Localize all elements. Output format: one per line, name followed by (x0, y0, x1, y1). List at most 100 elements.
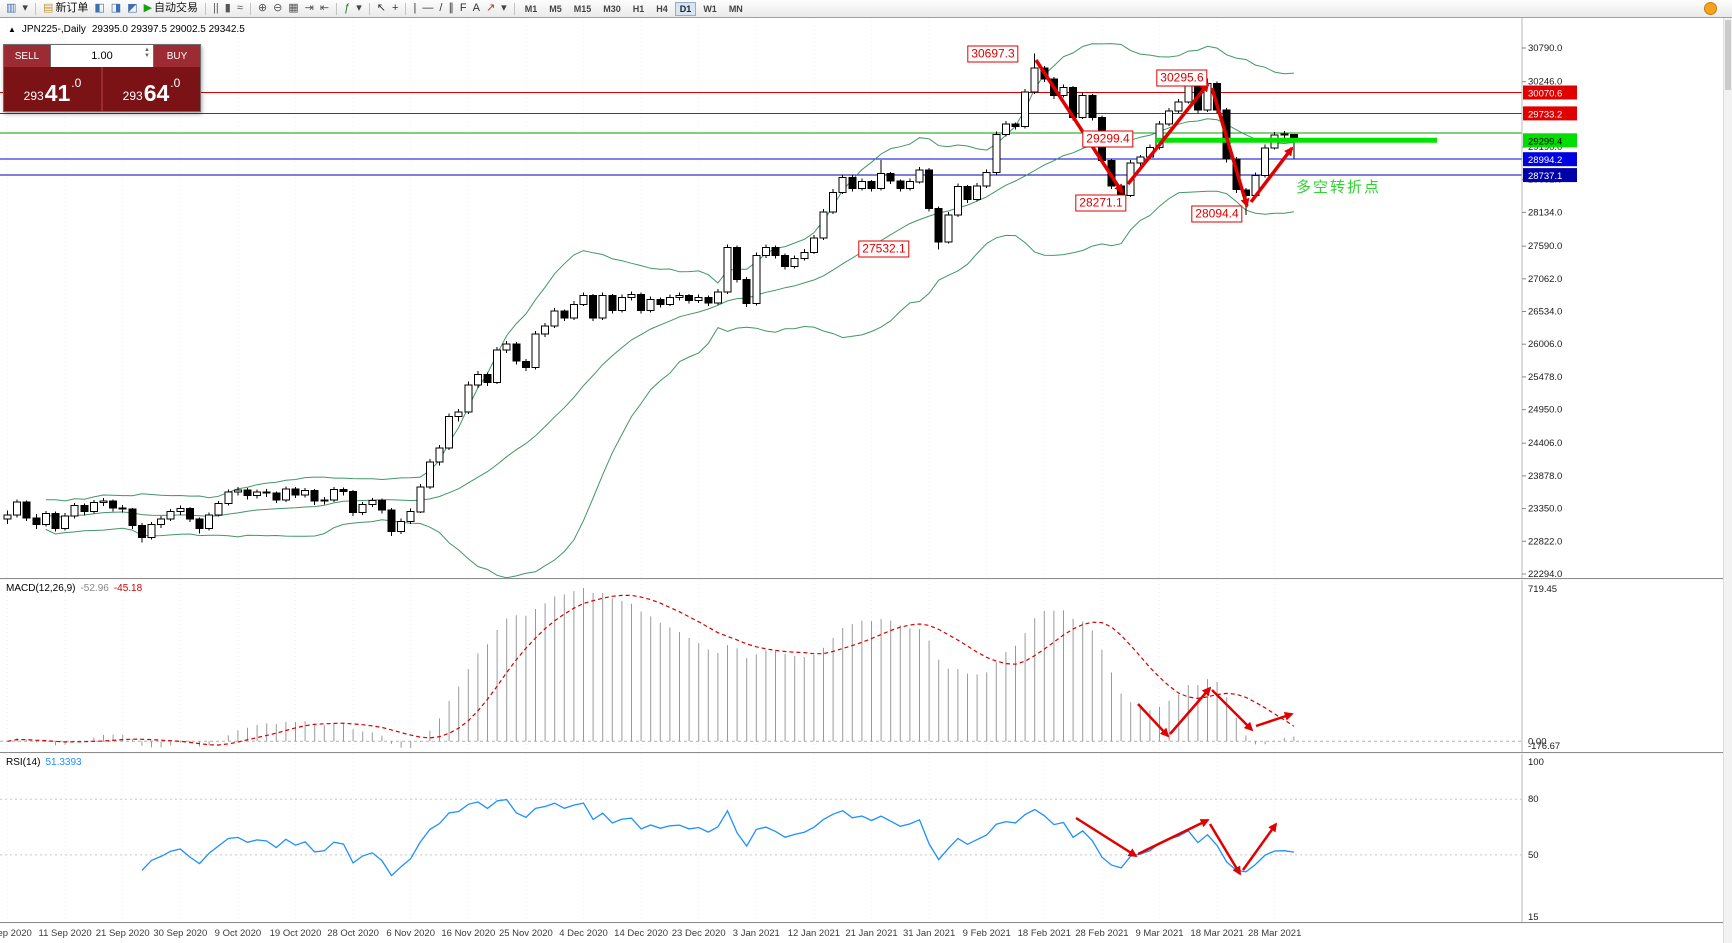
trend-arrow[interactable] (1169, 686, 1212, 735)
candle (685, 295, 694, 302)
price-annotation-label[interactable]: 30697.3 (967, 45, 1019, 63)
candle (291, 488, 300, 496)
indicators-dropdown-icon[interactable]: ▾ (356, 2, 362, 14)
macd-axis-min: -176.67 (1528, 741, 1560, 752)
price-annotation-label[interactable]: 27532.1 (858, 240, 910, 258)
trend-arrow[interactable] (1249, 146, 1294, 204)
candle (1030, 67, 1039, 93)
vertical-scrollbar[interactable] (1723, 18, 1732, 943)
chart-ohlc-values: 29395.0 29397.5 29002.5 29342.5 (91, 24, 245, 35)
trendline-icon[interactable]: / (439, 2, 443, 14)
trend-arrow[interactable] (1034, 59, 1124, 194)
volume-stepper[interactable]: ▲ ▼ (144, 47, 150, 59)
zoom-out-icon[interactable]: ⊖ (273, 2, 283, 14)
turning-point-note[interactable]: 多空转折点 (1296, 179, 1382, 196)
collapse-trade-panel-icon[interactable]: ▲ (8, 25, 16, 34)
date-label: 23 Dec 2020 (672, 928, 726, 939)
buy-button[interactable]: BUY (166, 50, 188, 62)
market-watch-icon[interactable]: ◧ (94, 2, 105, 14)
trend-arrow[interactable] (1075, 816, 1138, 858)
fibonacci-icon[interactable]: F (459, 2, 467, 14)
scrollbar-thumb[interactable] (1725, 20, 1731, 90)
notification-icon[interactable] (1704, 2, 1717, 15)
trend-arrow[interactable] (1211, 689, 1254, 732)
sell-button[interactable]: SELL (14, 50, 40, 62)
stepper-down-icon[interactable]: ▼ (144, 53, 150, 59)
candle (1155, 123, 1164, 149)
date-label: 9 Oct 2020 (215, 928, 261, 939)
timeframe-h1[interactable]: H1 (632, 3, 645, 14)
price-annotation-label[interactable]: 28094.4 (1191, 205, 1243, 223)
trend-arrow[interactable] (1255, 712, 1294, 728)
price-scale-label: 22822.0 (1528, 536, 1562, 547)
sell-price-display[interactable]: 293 41.0 (4, 67, 101, 111)
line-chart-icon[interactable]: ≈ (236, 2, 243, 14)
channel-icon[interactable]: ∥ (448, 2, 454, 14)
text-icon[interactable]: A (472, 2, 480, 14)
price-tag (1523, 152, 1577, 167)
timeframe-d1[interactable]: D1 (674, 1, 697, 16)
timeframe-m30[interactable]: M30 (603, 3, 621, 14)
date-label: 2 Sep 2020 (0, 928, 32, 939)
price-tag-text: 30070.6 (1528, 89, 1562, 100)
candle (320, 499, 329, 502)
timeframe-h4[interactable]: H4 (656, 3, 668, 14)
trend-arrow[interactable] (1137, 818, 1210, 856)
volume-input[interactable]: 1.00 ▲ ▼ (50, 45, 154, 67)
candle (637, 293, 646, 311)
crosshair-icon[interactable]: + (392, 2, 399, 14)
timeframe-mn[interactable]: MN (728, 3, 743, 14)
shapes-dropdown-icon[interactable]: ▾ (501, 2, 507, 14)
trend-arrow[interactable] (1210, 87, 1250, 208)
candle (905, 181, 914, 189)
bar-chart-icon[interactable]: || (213, 2, 219, 14)
candle (531, 333, 540, 368)
timeframe-m1[interactable]: M1 (524, 3, 538, 14)
date-label: 21 Jan 2021 (845, 928, 897, 939)
price-scale-label: 22294.0 (1528, 569, 1562, 580)
price-scale-label: 30790.0 (1528, 43, 1562, 54)
vertical-line-icon[interactable]: | (413, 2, 417, 14)
toolbar-separator (336, 2, 338, 15)
candle (752, 254, 761, 305)
buy-price-display[interactable]: 293 64.0 (103, 67, 200, 111)
candle (214, 503, 223, 516)
new-order-button[interactable]: ▤ 新订单 (42, 2, 89, 14)
data-window-icon[interactable]: ◨ (110, 2, 122, 14)
auto-trading-button[interactable]: ▶ 自动交易 (143, 2, 199, 14)
profiles-dropdown-icon[interactable]: ▾ (22, 2, 28, 14)
candle (992, 134, 1001, 173)
new-chart-icon[interactable]: ▥ (6, 2, 17, 14)
candle (1174, 101, 1183, 112)
cursor-icon[interactable]: ↖ (376, 2, 387, 14)
trend-arrow[interactable] (1126, 82, 1210, 186)
candlestick-chart-icon[interactable]: ▮ (224, 2, 231, 14)
timeframe-m5[interactable]: M5 (549, 3, 562, 14)
trend-arrow[interactable] (1208, 823, 1242, 876)
price-annotation-label[interactable]: 30295.6 (1156, 69, 1208, 87)
arrows-tool-icon[interactable]: ↗ (485, 2, 496, 14)
macd-axis-zero: 0.00 (1528, 736, 1547, 747)
indicators-icon[interactable]: ƒ (344, 2, 351, 14)
tile-windows-icon[interactable]: ▦ (288, 2, 299, 14)
zoom-in-icon[interactable]: ⊕ (257, 2, 268, 14)
price-annotation-label[interactable]: 28271.1 (1075, 194, 1127, 212)
trend-arrow[interactable] (1241, 822, 1278, 871)
auto-scroll-icon[interactable]: ⇥ (304, 2, 314, 14)
trend-arrow[interactable] (1137, 703, 1170, 738)
candle (272, 492, 281, 501)
stepper-up-icon[interactable]: ▲ (144, 47, 150, 53)
horizontal-line-icon[interactable]: — (422, 2, 434, 14)
timeframe-m15[interactable]: M15 (573, 3, 592, 14)
candle (483, 373, 492, 383)
price-annotation-label[interactable]: 29299.4 (1082, 130, 1134, 148)
candle (243, 489, 252, 497)
new-order-button-label: 新订单 (55, 2, 89, 14)
date-label: 28 Oct 2020 (327, 928, 379, 939)
navigator-icon[interactable]: ◩ (127, 2, 138, 14)
candle (358, 503, 367, 513)
date-label: 12 Jan 2021 (788, 928, 840, 939)
timeframe-w1[interactable]: W1 (703, 3, 717, 14)
chart-shift-icon[interactable]: ⇤ (319, 2, 330, 14)
